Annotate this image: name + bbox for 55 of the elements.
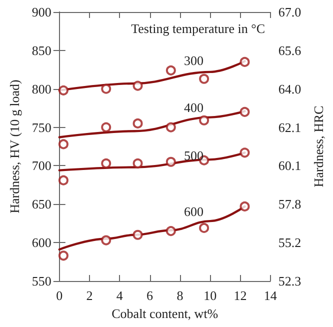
point bbox=[240, 148, 250, 158]
x-axis-title: Cobalt content, wt% bbox=[112, 306, 218, 321]
point bbox=[166, 156, 176, 167]
category-label: 67.0 bbox=[278, 4, 302, 20]
point bbox=[58, 175, 68, 186]
y-tick-label: 800 bbox=[32, 81, 52, 96]
x-tick-label: 0 bbox=[56, 288, 63, 303]
point bbox=[199, 74, 210, 84]
x-tick-label: 2 bbox=[86, 288, 93, 303]
y-tick-label: 900 bbox=[32, 4, 52, 20]
point bbox=[132, 118, 143, 128]
point bbox=[58, 85, 68, 96]
point bbox=[132, 230, 143, 240]
annotation: 400 bbox=[184, 100, 204, 115]
point bbox=[166, 65, 176, 76]
point bbox=[240, 201, 250, 212]
point bbox=[58, 250, 68, 261]
y-tick-label: 750 bbox=[32, 120, 52, 135]
x-tick-label: 6 bbox=[146, 288, 154, 303]
x-tick-label: 4 bbox=[116, 288, 124, 303]
category-label: 62.1 bbox=[278, 120, 302, 135]
y-tick-label: 700 bbox=[32, 158, 52, 174]
point bbox=[132, 80, 143, 91]
y-tick-label: 850 bbox=[32, 42, 52, 58]
category-label: 60.1 bbox=[278, 158, 302, 174]
point bbox=[199, 115, 210, 126]
category-label: 57.8 bbox=[278, 196, 302, 212]
y-axis-title: Hardness, HV (10 g load) bbox=[7, 80, 22, 214]
point bbox=[199, 222, 210, 233]
point bbox=[240, 106, 250, 117]
point bbox=[101, 84, 112, 94]
category-label: 65.6 bbox=[278, 42, 302, 58]
category-label: 52.3 bbox=[278, 274, 302, 288]
x-tick-label: 10 bbox=[204, 288, 217, 303]
point bbox=[166, 122, 176, 132]
annotation: 600 bbox=[184, 204, 204, 219]
y2-axis-title: Hardness, HRC bbox=[311, 106, 326, 188]
annotation: 500 bbox=[184, 148, 204, 163]
point bbox=[240, 56, 250, 67]
y-tick-label: 650 bbox=[32, 196, 52, 212]
point bbox=[101, 235, 112, 246]
y-tick-label: 550 bbox=[32, 274, 52, 288]
point bbox=[101, 158, 112, 168]
x-tick-label: 8 bbox=[176, 288, 184, 303]
point bbox=[58, 139, 68, 150]
point bbox=[132, 158, 143, 168]
point bbox=[166, 226, 176, 236]
y-tick-label: 600 bbox=[32, 235, 52, 250]
x-tick-label: 12 bbox=[234, 288, 247, 303]
category-label: 64.0 bbox=[278, 81, 302, 96]
annotation: Testing temperature in °C bbox=[131, 21, 266, 36]
category-label: 55.2 bbox=[278, 235, 302, 250]
annotation: 300 bbox=[184, 53, 204, 68]
x-tick-label: 14 bbox=[264, 288, 278, 303]
point bbox=[101, 122, 112, 132]
